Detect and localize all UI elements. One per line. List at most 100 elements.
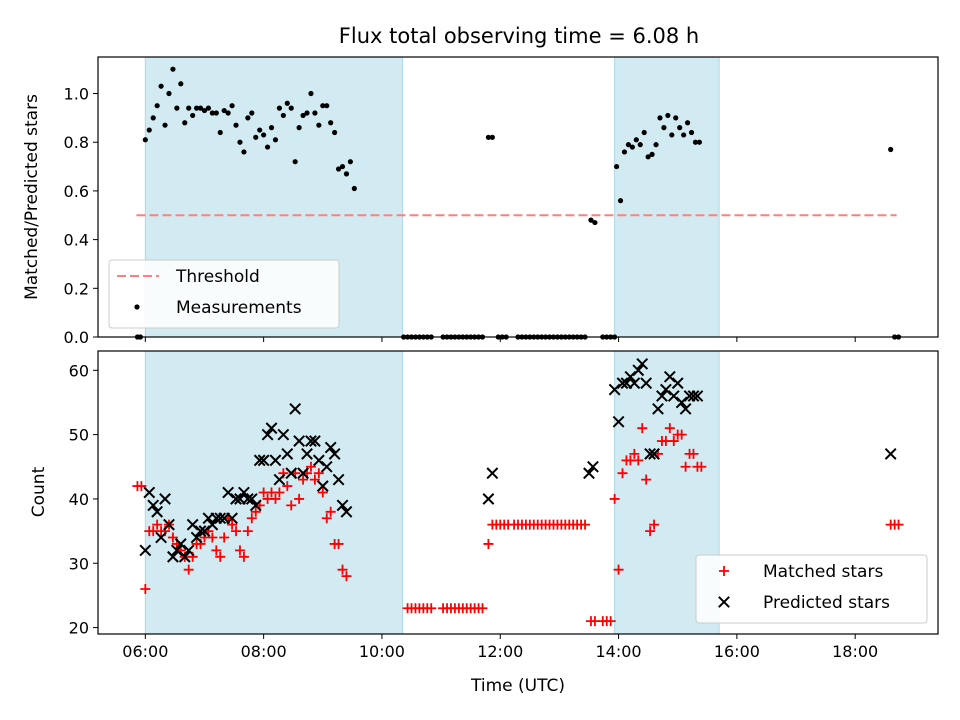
measurement-point — [142, 137, 148, 143]
matched-star-marker — [333, 538, 344, 549]
matched-star-marker — [305, 461, 316, 472]
measurement-point — [288, 105, 294, 111]
ratio-panel: 0.0 0.2 0.4 0.6 0.8 1.0 Matched/Predicted sta… — [22, 56, 939, 347]
measurement-point — [292, 159, 298, 165]
matched-star-marker — [317, 487, 328, 498]
matched-star-marker — [676, 429, 687, 440]
measurement-point — [489, 134, 495, 140]
predicted-star-marker — [147, 499, 160, 512]
x-tick-label-3: 12:00 — [477, 642, 523, 661]
matched-star-marker — [605, 616, 616, 627]
matched-star-marker — [613, 564, 624, 575]
measurement-point — [312, 110, 318, 116]
count-legend-label-1: Predicted stars — [763, 593, 890, 613]
predicted-star-marker — [222, 486, 235, 499]
predicted-star-marker — [261, 428, 274, 441]
matched-star-marker — [207, 532, 218, 543]
matched-star-marker — [688, 448, 699, 459]
predicted-star-marker — [482, 493, 495, 505]
measurement-point — [209, 110, 215, 116]
measurement-point — [245, 115, 251, 121]
matched-star-marker — [641, 474, 652, 485]
matched-star-marker — [183, 564, 194, 575]
matched-star-marker — [136, 481, 147, 492]
predicted-star-marker — [340, 505, 353, 518]
measurement-point — [296, 125, 302, 131]
legend-predicted-swatch — [718, 596, 730, 608]
measurement-point — [649, 151, 655, 157]
predicted-star-marker — [178, 550, 191, 563]
ratio-panel-frame — [97, 56, 939, 338]
ratio-y-tick-label-4: 0.8 — [64, 133, 89, 152]
ratio-shaded-span-1 — [614, 56, 720, 338]
matched-star-marker — [321, 513, 332, 524]
predicted-star-marker — [656, 390, 668, 402]
predicted-star-marker — [241, 493, 254, 505]
predicted-star-marker — [324, 441, 337, 454]
predicted-star-marker — [624, 370, 637, 383]
measurement-point — [217, 129, 223, 136]
measurement-point — [170, 66, 176, 72]
measurement-point — [696, 139, 703, 145]
count-y-tick-label-3: 50 — [69, 426, 89, 445]
measurement-point — [692, 139, 699, 145]
measurement-point — [261, 132, 267, 138]
predicted-star-marker — [214, 512, 227, 525]
measurement-point — [166, 90, 172, 97]
predicted-star-marker — [616, 377, 629, 390]
legend-matched-swatch — [719, 566, 729, 576]
measurement-point — [197, 105, 204, 111]
measurement-point — [241, 149, 247, 155]
measurement-point — [213, 110, 219, 116]
matched-star-marker — [282, 481, 293, 492]
predicted-star-marker — [632, 364, 645, 377]
measurement-point — [300, 112, 306, 119]
measurement-point — [339, 163, 346, 170]
predicted-star-marker — [265, 422, 278, 435]
measurement-point — [229, 103, 235, 109]
ratio-legend-label-1: Measurements — [176, 298, 302, 318]
matched-star-marker — [215, 551, 226, 562]
matched-star-marker — [426, 603, 437, 614]
measurement-point — [221, 107, 227, 114]
measurement-point — [681, 132, 687, 138]
predicted-star-marker — [206, 518, 219, 531]
figure-title: Flux total observing time = 6.08 h — [339, 24, 699, 48]
predicted-star-marker — [159, 493, 171, 505]
predicted-star-marker — [648, 448, 660, 460]
measurement-point — [625, 142, 632, 148]
matched-star-marker — [231, 526, 242, 537]
measurement-point — [276, 105, 283, 111]
predicted-star-marker — [679, 402, 692, 415]
predicted-star-marker — [186, 518, 199, 531]
predicted-star-marker — [163, 518, 175, 531]
measurement-point — [284, 100, 290, 106]
matched-star-marker — [274, 487, 285, 498]
measurement-point — [641, 129, 647, 136]
x-tick-label-2: 10:00 — [359, 642, 405, 661]
measurement-point — [653, 142, 659, 148]
matched-star-marker — [313, 468, 324, 479]
matched-star-marker — [238, 551, 249, 562]
matched-star-marker — [309, 474, 320, 485]
predicted-star-marker — [151, 505, 164, 518]
measurement-point — [617, 198, 624, 204]
predicted-star-marker — [194, 525, 207, 537]
matched-star-marker — [477, 603, 488, 614]
matched-star-marker — [696, 461, 707, 472]
predicted-star-marker — [253, 454, 266, 467]
predicted-star-marker — [687, 390, 700, 402]
predicted-star-marker — [884, 448, 897, 460]
matched-star-marker — [246, 513, 257, 524]
predicted-star-marker — [587, 460, 599, 473]
predicted-star-marker — [190, 531, 203, 544]
predicted-star-marker — [316, 480, 329, 492]
ratio-y-tick-label-5: 1.0 — [64, 85, 89, 104]
count-y-tick-label-1: 30 — [69, 554, 89, 573]
matched-star-marker — [270, 493, 281, 504]
matched-star-marker — [250, 506, 261, 517]
measurement-point — [332, 129, 338, 136]
x-tick-label-1: 08:00 — [241, 642, 287, 661]
matched-star-marker — [637, 423, 648, 434]
count-y-tick-label-0: 20 — [69, 619, 89, 638]
